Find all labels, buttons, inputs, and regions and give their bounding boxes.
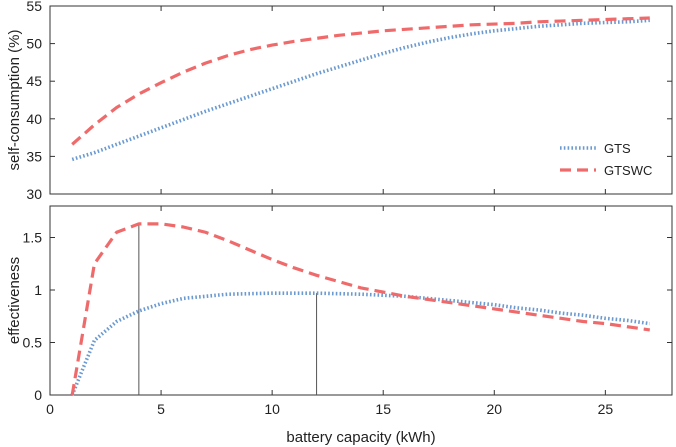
bottom-y-tick-label: 1.5: [23, 230, 43, 246]
bottom-x-tick-label: 20: [486, 401, 502, 417]
top-plot-frame: [49, 5, 673, 195]
top-y-tick-label: 35: [26, 148, 42, 164]
top-y-axis-title: self-consumption (%): [6, 30, 23, 171]
bottom-y-tick-label: 1: [34, 282, 42, 298]
bottom-x-tick-label: 5: [157, 401, 165, 417]
bottom-x-tick-label: 25: [598, 401, 614, 417]
bottom-series-gts: [70, 291, 651, 396]
top-y-tick-label: 30: [26, 186, 42, 202]
top-y-tick-label: 55: [26, 0, 42, 14]
bottom-plot-frame: [49, 205, 673, 396]
bottom-series-gtswc: [70, 222, 651, 396]
legend-label-gts: GTS: [604, 141, 631, 156]
bottom-y-axis-title: effectiveness: [6, 257, 23, 344]
top-y-tick-label: 45: [26, 73, 42, 89]
bottom-x-tick-label: 10: [264, 401, 280, 417]
bottom-y-tick-label: 0: [34, 387, 42, 403]
top-y-tick-label: 50: [26, 36, 42, 52]
top-y-tick-label: 40: [26, 111, 42, 127]
top-series-gts: [71, 18, 650, 162]
bottom-x-tick-label: 15: [375, 401, 391, 417]
top-panel: 30 35 40 45 50 55 self-consumption (%) GTS GTSWC: [6, 0, 673, 202]
top-series-gtswc: [71, 16, 650, 146]
bottom-x-axis-title: battery capacity (kWh): [286, 429, 435, 446]
bottom-x-tick-label: 0: [46, 401, 54, 417]
legend-label-gtswc: GTSWC: [604, 163, 652, 178]
bottom-y-tick-label: 0.5: [23, 335, 43, 351]
